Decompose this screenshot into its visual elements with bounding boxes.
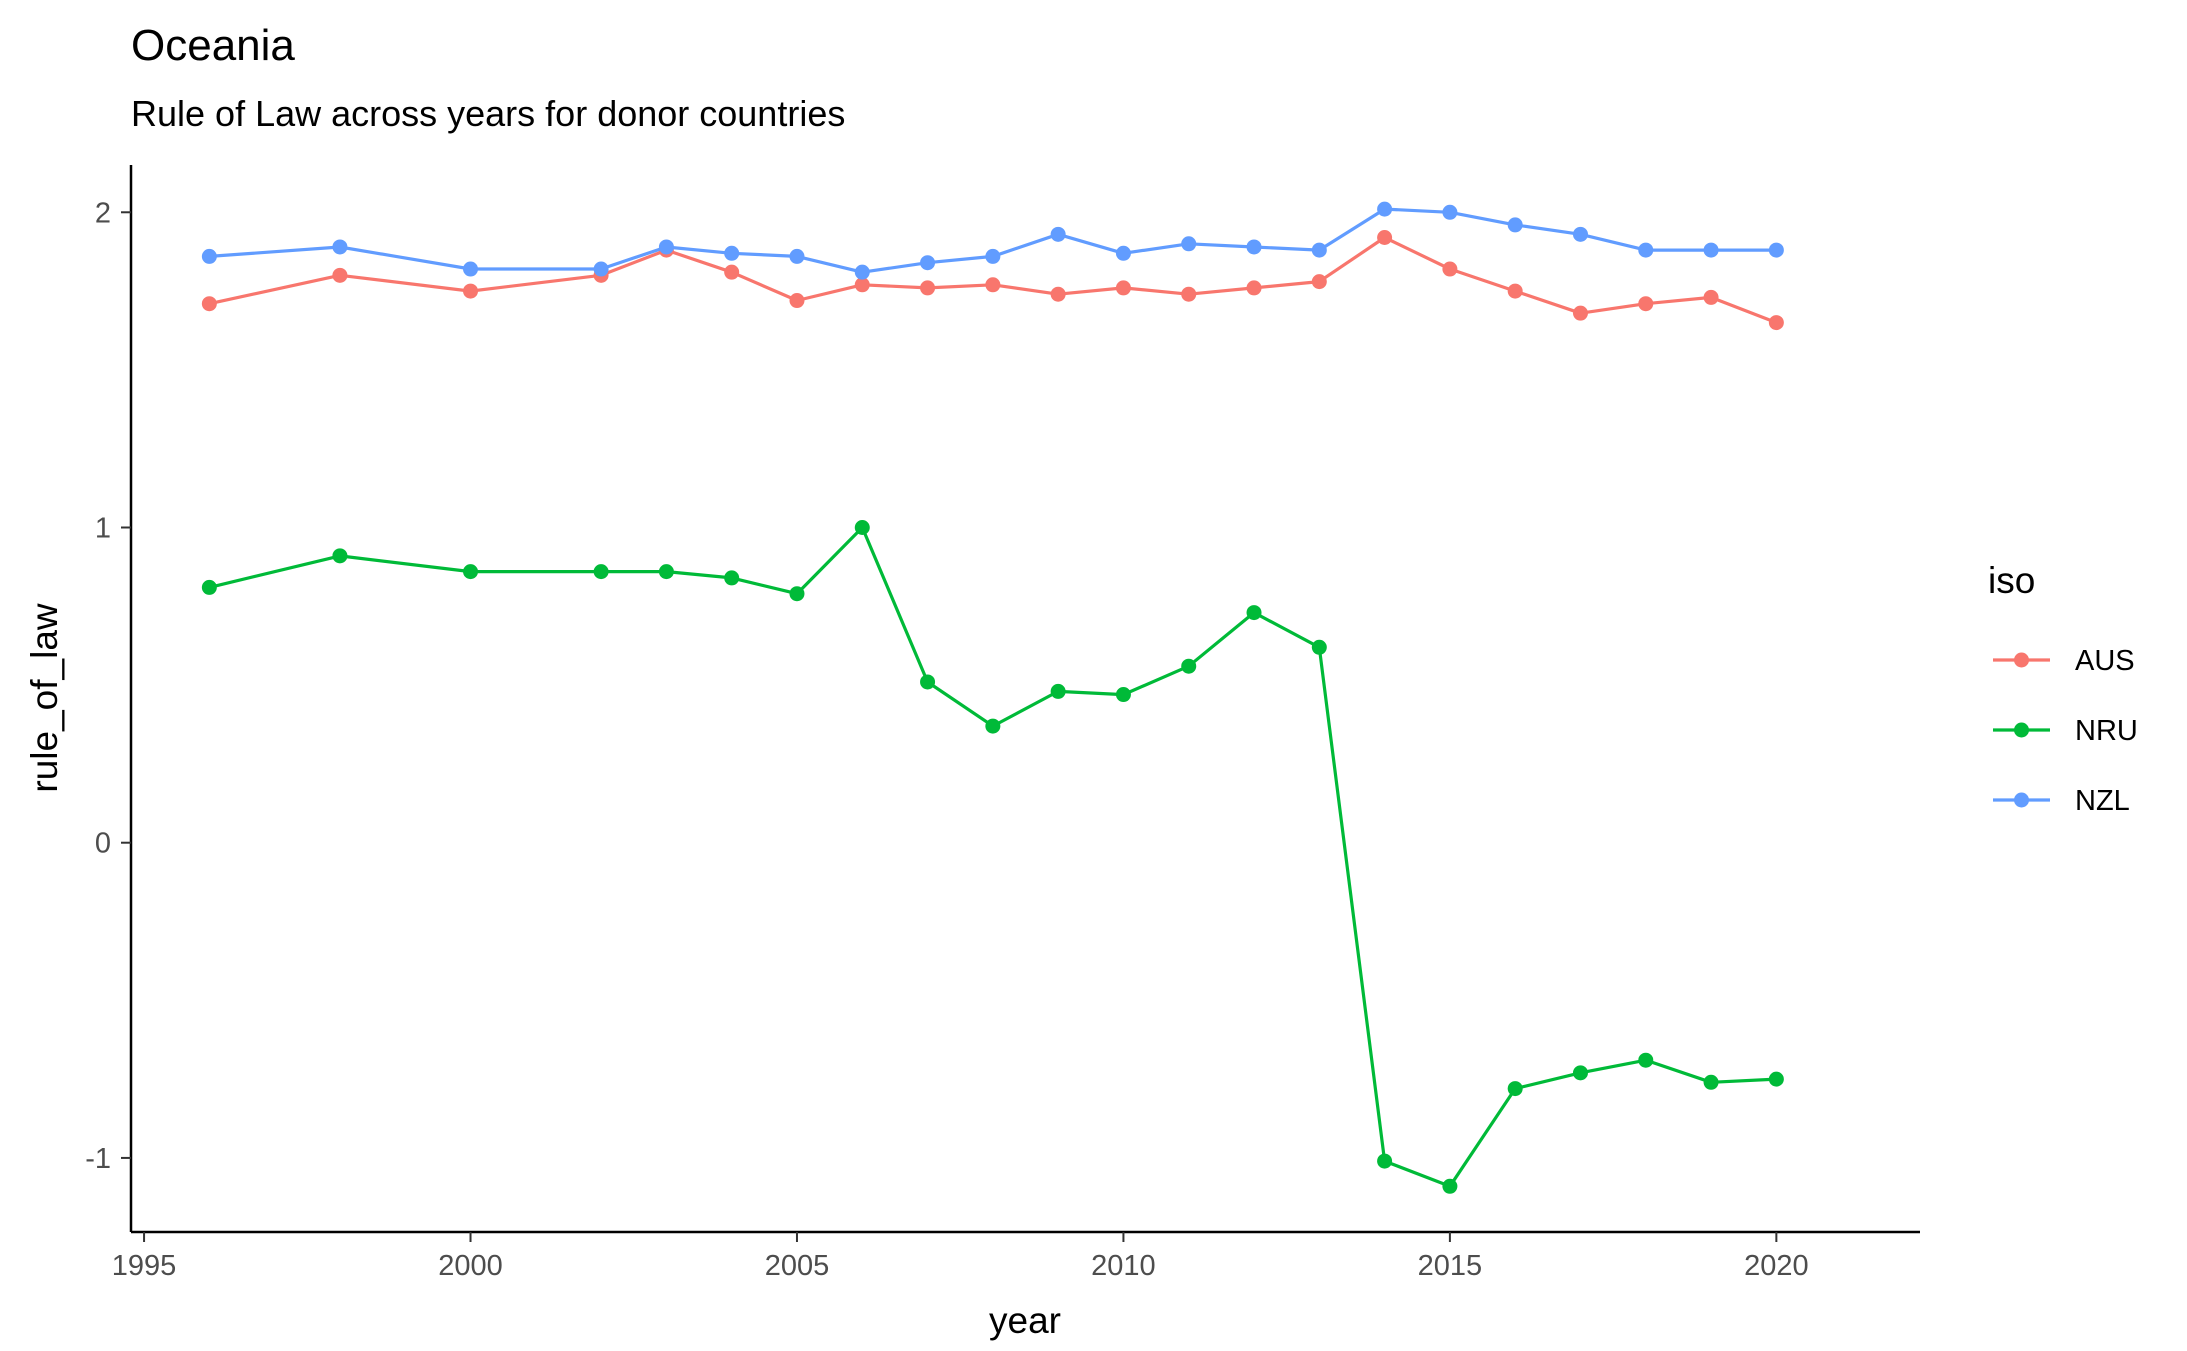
data-point-nru — [1442, 1178, 1458, 1194]
data-point-nzl — [724, 245, 740, 261]
data-point-aus — [724, 264, 740, 280]
data-point-nru — [593, 564, 609, 580]
data-point-nru — [1181, 658, 1197, 674]
data-point-nzl — [1377, 201, 1393, 217]
data-point-aus — [1311, 274, 1327, 290]
data-point-aus — [1768, 315, 1784, 331]
data-point-aus — [1442, 261, 1458, 277]
x-tick-label: 1995 — [112, 1250, 177, 1282]
chart-subtitle: Rule of Law across years for donor count… — [131, 93, 845, 134]
x-tick-label: 2005 — [765, 1250, 830, 1282]
data-point-nzl — [1507, 217, 1523, 233]
data-point-nzl — [1115, 245, 1131, 261]
x-tick-label: 2010 — [1091, 1250, 1156, 1282]
data-point-aus — [1572, 305, 1588, 321]
y-axis-title: rule_of_law — [24, 603, 65, 793]
data-point-nru — [1703, 1074, 1719, 1090]
data-point-nru — [201, 579, 217, 595]
plot-area — [201, 201, 1784, 1194]
data-point-aus — [854, 277, 870, 293]
data-point-nru — [1638, 1052, 1654, 1068]
data-point-nzl — [463, 261, 479, 277]
data-point-aus — [1377, 229, 1393, 245]
data-point-nru — [920, 674, 936, 690]
legend-label-nru: NRU — [2075, 715, 2138, 747]
data-point-nru — [658, 564, 674, 580]
data-point-aus — [332, 267, 348, 283]
data-point-aus — [789, 293, 805, 309]
legend-key-point-nru — [2014, 722, 2029, 738]
data-point-nru — [985, 718, 1001, 734]
data-point-aus — [1638, 296, 1654, 312]
data-point-nzl — [332, 239, 348, 255]
data-point-nzl — [920, 255, 936, 271]
data-point-nru — [463, 564, 479, 580]
data-point-nru — [1311, 639, 1327, 655]
series-line-nzl — [209, 207, 1777, 274]
data-point-nru — [724, 570, 740, 586]
data-point-nru — [1050, 683, 1066, 699]
data-point-nzl — [593, 261, 609, 277]
series-line-aus — [209, 235, 1777, 325]
data-point-nzl — [1311, 242, 1327, 258]
legend: iso AUS NRU NZL — [1988, 560, 2138, 817]
data-point-nzl — [1181, 236, 1197, 252]
data-point-nzl — [985, 248, 1001, 264]
data-point-nzl — [1638, 242, 1654, 258]
data-point-nzl — [1442, 204, 1458, 220]
y-axis-ticks: -1 0 1 2 — [85, 197, 131, 1175]
data-point-nzl — [658, 239, 674, 255]
x-tick-label: 2000 — [438, 1250, 503, 1282]
data-point-nzl — [1703, 242, 1719, 258]
y-tick-label: -1 — [85, 1143, 111, 1175]
legend-title: iso — [1988, 560, 2035, 601]
x-tick-label: 2020 — [1744, 1250, 1809, 1282]
x-axis-title: year — [989, 1300, 1061, 1341]
data-point-nru — [1377, 1153, 1393, 1169]
data-point-aus — [985, 277, 1001, 293]
data-point-aus — [1050, 286, 1066, 302]
chart-title: Oceania — [131, 21, 295, 70]
data-point-nru — [1768, 1071, 1784, 1087]
y-tick-label: 0 — [95, 828, 111, 860]
legend-label-nzl: NZL — [2075, 785, 2130, 817]
data-point-aus — [920, 280, 936, 296]
legend-items: AUS NRU NZL — [1993, 645, 2138, 817]
data-point-aus — [201, 296, 217, 312]
y-tick-label: 1 — [95, 512, 111, 544]
data-point-nzl — [1572, 226, 1588, 242]
data-point-aus — [1181, 286, 1197, 302]
data-point-nru — [1572, 1065, 1588, 1081]
data-point-nzl — [1246, 239, 1262, 255]
data-point-aus — [1703, 289, 1719, 305]
data-point-nzl — [1050, 226, 1066, 242]
data-point-nru — [789, 586, 805, 602]
data-point-nru — [1115, 687, 1131, 703]
data-point-nru — [1507, 1081, 1523, 1097]
data-point-nzl — [1768, 242, 1784, 258]
legend-key-point-nzl — [2014, 792, 2029, 808]
y-tick-label: 2 — [95, 197, 111, 229]
data-point-aus — [1507, 283, 1523, 299]
data-point-aus — [1246, 280, 1262, 296]
data-point-nzl — [789, 248, 805, 264]
legend-key-point-aus — [2014, 652, 2029, 668]
x-axis-ticks: 1995 2000 2005 2010 2015 2020 — [112, 1232, 1809, 1282]
legend-label-aus: AUS — [2075, 645, 2135, 677]
data-point-nru — [1246, 605, 1262, 621]
data-point-aus — [463, 283, 479, 299]
data-point-nru — [854, 519, 870, 535]
x-tick-label: 2015 — [1418, 1250, 1483, 1282]
series-line-nru — [209, 525, 1777, 1188]
data-point-nzl — [854, 264, 870, 280]
data-point-nzl — [201, 248, 217, 264]
data-point-aus — [1115, 280, 1131, 296]
data-point-nru — [332, 548, 348, 564]
